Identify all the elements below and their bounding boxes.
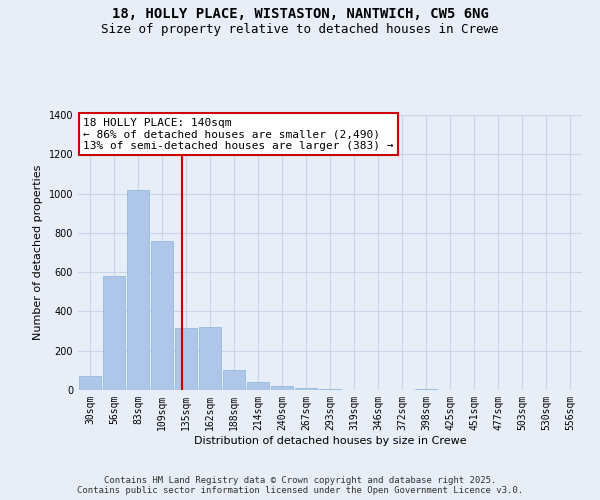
Text: Size of property relative to detached houses in Crewe: Size of property relative to detached ho… [101, 22, 499, 36]
Bar [247, 382, 269, 390]
Bar [103, 276, 125, 390]
Y-axis label: Number of detached properties: Number of detached properties [33, 165, 43, 340]
Text: 18 HOLLY PLACE: 140sqm
← 86% of detached houses are smaller (2,490)
13% of semi-: 18 HOLLY PLACE: 140sqm ← 86% of detached… [83, 118, 394, 151]
Bar [127, 190, 149, 390]
Bar [151, 240, 173, 390]
Text: Contains HM Land Registry data © Crown copyright and database right 2025.
Contai: Contains HM Land Registry data © Crown c… [77, 476, 523, 495]
X-axis label: Distribution of detached houses by size in Crewe: Distribution of detached houses by size … [194, 436, 466, 446]
Bar [415, 389, 437, 390]
Bar [199, 327, 221, 390]
Bar [175, 328, 197, 390]
Bar [295, 388, 317, 390]
Bar [223, 370, 245, 390]
Bar [271, 386, 293, 390]
Text: 18, HOLLY PLACE, WISTASTON, NANTWICH, CW5 6NG: 18, HOLLY PLACE, WISTASTON, NANTWICH, CW… [112, 8, 488, 22]
Bar [79, 376, 101, 390]
Bar [319, 389, 341, 390]
